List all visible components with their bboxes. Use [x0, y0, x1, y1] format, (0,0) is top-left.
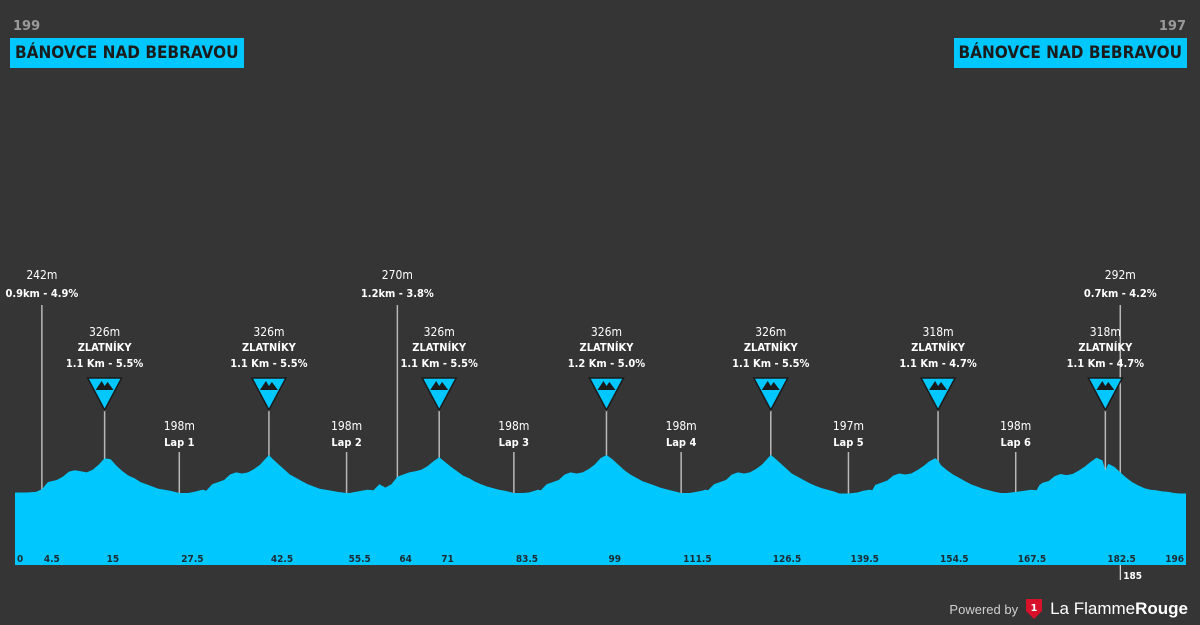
x-tick-label: 42.5	[271, 554, 293, 565]
x-tick-label: 71	[441, 554, 454, 565]
kom-detail: 1.1 Km - 5.5%	[66, 357, 143, 370]
lap-name: Lap 2	[331, 436, 362, 449]
lap-altitude: 198m	[331, 419, 362, 433]
mountain-icon	[761, 381, 780, 390]
kom-detail: 1.1 Km - 4.7%	[1067, 357, 1144, 370]
mountain-icon	[95, 381, 114, 390]
mountain-icon	[430, 381, 449, 390]
finish-altitude: 197	[1158, 19, 1186, 34]
x-tick-label: 55.5	[349, 554, 371, 565]
x-tick-label: 0	[17, 554, 23, 565]
finish-town-label: BÁNOVCE NAD BEBRAVOU	[953, 38, 1187, 68]
kom-name: ZLATNÍKY	[78, 341, 133, 354]
kom-badge	[588, 377, 625, 412]
lap-name: Lap 5	[833, 436, 864, 449]
x-tick-label: 185	[1123, 571, 1142, 582]
climb-altitude: 292m	[1105, 268, 1136, 282]
start-altitude: 199	[13, 19, 41, 34]
kom-badge	[919, 377, 957, 412]
kom-name: ZLATNÍKY	[242, 341, 297, 354]
x-tick-label: 99	[608, 554, 621, 565]
lap-altitude: 198m	[1000, 419, 1031, 433]
kom-altitude: 318m	[1090, 325, 1121, 339]
flamme-rouge-logo-icon: 1	[1026, 599, 1043, 619]
kom-detail: 1.1 Km - 5.5%	[230, 357, 307, 370]
kom-badge	[752, 377, 790, 412]
svg-text:1: 1	[1031, 603, 1038, 614]
kom-name: ZLATNÍKY	[1078, 341, 1133, 354]
kom-badge	[86, 377, 123, 412]
x-tick-label: 196	[1165, 554, 1184, 565]
lap-altitude: 197m	[833, 419, 864, 433]
mountain-icon	[929, 381, 948, 390]
climb-altitude: 270m	[382, 268, 413, 282]
x-axis-ticks: 0 4.5 15 27.5 42.5 55.5 64 71 83.5 99 111.5 126.5 13…	[17, 554, 1184, 582]
kom-detail: 1.1 Km - 5.5%	[400, 357, 477, 370]
x-tick-label: 154.5	[940, 554, 968, 565]
elevation-profile	[15, 455, 1186, 565]
powered-by-text: Powered by	[949, 601, 1019, 617]
lap-altitude: 198m	[164, 419, 195, 433]
footer-branding: Powered by 1 La FlammeRouge	[949, 597, 1188, 621]
lap-name: Lap 6	[1001, 436, 1032, 449]
kom-altitude: 326m	[591, 325, 622, 339]
lap-name: Lap 4	[666, 436, 697, 449]
kom-altitude: 326m	[89, 325, 120, 339]
kom-altitude: 326m	[424, 325, 455, 339]
elevation-area	[15, 455, 1186, 565]
climb-altitude: 242m	[26, 268, 57, 282]
start-town-label: BÁNOVCE NAD BEBRAVOU	[10, 38, 244, 68]
climb-detail: 0.7km - 4.2%	[1084, 287, 1157, 300]
mountain-icon	[597, 381, 616, 390]
x-tick-label: 167.5	[1018, 554, 1046, 565]
kom-detail: 1.1 Km - 4.7%	[899, 357, 976, 370]
marker-labels: 242m 0.9km - 4.9% 326m ZLATNÍKY 1.1 Km - 5.5…	[5, 268, 1156, 449]
lap-altitude: 198m	[498, 419, 529, 433]
kom-badge	[250, 377, 288, 412]
kom-altitude: 326m	[253, 325, 284, 339]
brand-name-part1: La Flamme	[1050, 599, 1136, 618]
x-tick-label: 27.5	[181, 554, 203, 565]
brand-name: La FlammeRouge	[1050, 599, 1188, 619]
kom-name: ZLATNÍKY	[412, 341, 467, 354]
mountain-icon	[259, 381, 278, 390]
lap-name: Lap 1	[164, 436, 195, 449]
kom-name: ZLATNÍKY	[911, 341, 966, 354]
kom-badge	[1087, 377, 1124, 412]
x-tick-label: 64	[399, 554, 412, 565]
kom-altitude: 326m	[755, 325, 786, 339]
x-tick-label: 111.5	[683, 554, 711, 565]
climb-detail: 1.2km - 3.8%	[361, 287, 434, 300]
x-tick-label: 182.5	[1107, 554, 1135, 565]
x-tick-label: 15	[107, 554, 120, 565]
x-tick-label: 83.5	[516, 554, 538, 565]
kom-name: ZLATNÍKY	[744, 341, 799, 354]
mountain-icon	[1096, 381, 1115, 390]
kom-name: ZLATNÍKY	[580, 341, 635, 354]
kom-detail: 1.1 Km - 5.5%	[732, 357, 809, 370]
lap-altitude: 198m	[666, 419, 697, 433]
climb-detail: 0.9km - 4.9%	[5, 287, 78, 300]
x-tick-label: 4.5	[44, 554, 60, 565]
x-tick-label: 126.5	[773, 554, 801, 565]
x-tick-label: 139.5	[850, 554, 878, 565]
kom-detail: 1.2 Km - 5.0%	[568, 357, 645, 370]
lap-name: Lap 3	[499, 436, 530, 449]
brand-name-part2: Rouge	[1135, 599, 1188, 618]
kom-badge	[420, 377, 458, 412]
kom-altitude: 318m	[922, 325, 953, 339]
